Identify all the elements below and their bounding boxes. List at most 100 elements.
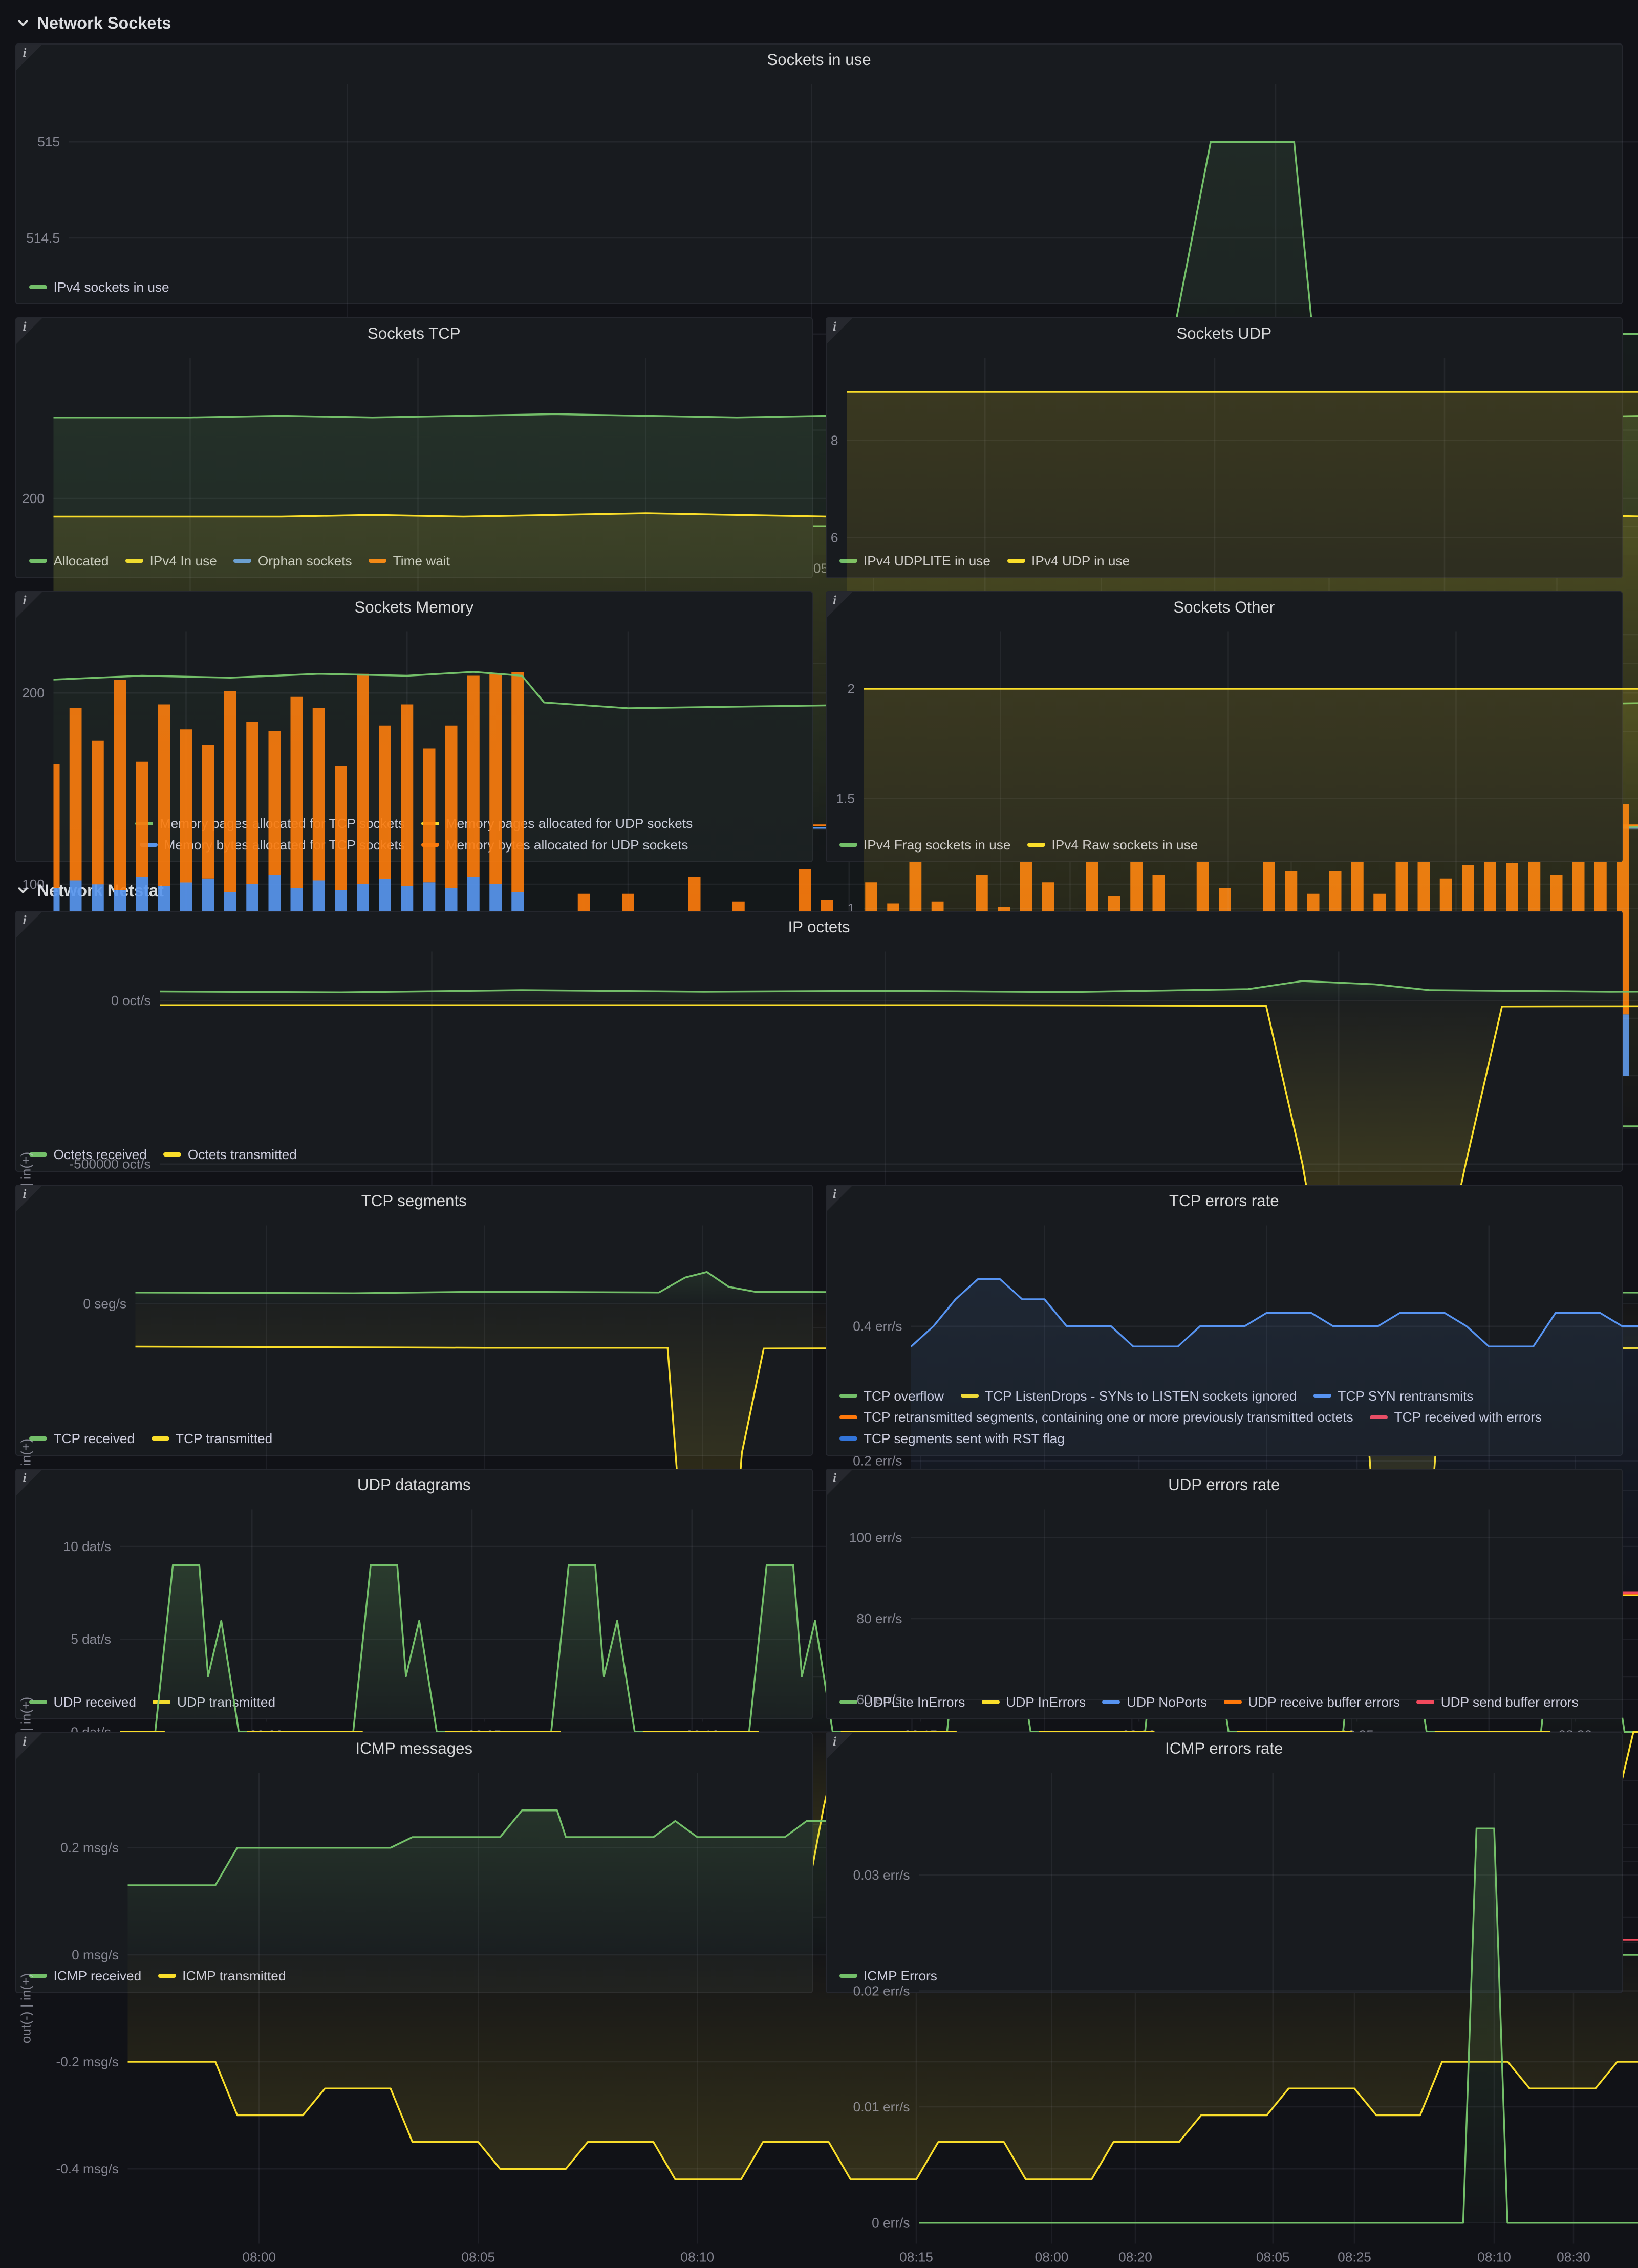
panel-header: TCP segments [16, 1186, 812, 1216]
chart-canvas[interactable]: 0 err/s 0.01 err/s 0.02 err/s 0.03 err/s 08:… [827, 1764, 1638, 2268]
panel-title[interactable]: Sockets in use [767, 51, 871, 69]
chart-area[interactable]: 0 oct/s-500000 oct/s-1000000 oct/s08:000… [16, 943, 1622, 1144]
svg-text:0.03 err/s: 0.03 err/s [853, 1867, 910, 1883]
panel-info-icon[interactable] [827, 1470, 852, 1495]
panel-title[interactable]: Sockets TCP [368, 324, 461, 343]
svg-text:-500000 oct/s: -500000 oct/s [69, 1157, 150, 1172]
svg-text:100 err/s: 100 err/s [849, 1530, 902, 1545]
panel-header: UDP datagrams [16, 1470, 812, 1500]
svg-text:2: 2 [847, 681, 855, 696]
svg-text:-0.4 msg/s: -0.4 msg/s [56, 2161, 119, 2176]
series-layer [919, 1805, 1638, 2223]
panel-title[interactable]: ICMP errors rate [1165, 1739, 1283, 1758]
panel-info-icon[interactable] [827, 1186, 852, 1211]
chart-area[interactable]: 0 err/s20 err/s40 err/s60 err/s80 err/s1… [827, 1500, 1622, 1692]
panel-header: Sockets TCP [16, 318, 812, 349]
svg-text:08:00: 08:00 [1034, 2250, 1068, 2265]
panel-header: Sockets in use [16, 45, 1622, 75]
panel-info-icon[interactable] [16, 1733, 42, 1759]
panel-info-icon[interactable] [16, 1186, 42, 1211]
svg-text:0.2 err/s: 0.2 err/s [853, 1453, 902, 1469]
chart-area[interactable]: 010020008:0008:0508:1008:1508:2008:2508:… [16, 349, 812, 551]
svg-text:6: 6 [830, 530, 838, 545]
panel-header: TCP errors rate [827, 1186, 1622, 1216]
svg-text:0.01 err/s: 0.01 err/s [853, 2099, 910, 2114]
panel-info-icon[interactable] [16, 912, 42, 937]
chart-area[interactable]: 00.511.5208:0008:0508:1008:1508:2008:250… [827, 623, 1622, 835]
panel-header: Sockets UDP [827, 318, 1622, 349]
panel-header: IP octets [16, 912, 1622, 943]
grid-lines [919, 1773, 1638, 2244]
panel-title[interactable]: IP octets [788, 918, 850, 936]
svg-text:10 dat/s: 10 dat/s [63, 1539, 111, 1554]
svg-text:80 err/s: 80 err/s [856, 1611, 902, 1626]
panel-info-icon[interactable] [16, 318, 42, 344]
chart-area[interactable]: 513513.5514514.551508:0008:0508:1008:150… [16, 75, 1622, 277]
panel-info-icon[interactable] [827, 592, 852, 618]
panel-info-icon[interactable] [16, 1470, 42, 1495]
panel-info-icon[interactable] [827, 1733, 852, 1759]
svg-text:0.02 err/s: 0.02 err/s [853, 1983, 910, 1998]
panel-title[interactable]: ICMP messages [355, 1739, 472, 1758]
svg-text:0 seg/s: 0 seg/s [83, 1296, 126, 1312]
chevron-down-icon [15, 15, 31, 31]
panel-title[interactable]: Sockets UDP [1176, 324, 1271, 343]
svg-text:out(-) | in(+): out(-) | in(+) [18, 1973, 34, 2043]
svg-text:0 msg/s: 0 msg/s [72, 1947, 119, 1962]
chart-area[interactable]: 0 err/s0.2 err/s0.4 err/s08:0008:0508:10… [827, 1216, 1622, 1386]
svg-text:5 dat/s: 5 dat/s [71, 1631, 111, 1647]
axis-labels: 0 err/s 0.01 err/s 0.02 err/s 0.03 err/s 08:… [853, 1867, 1638, 2265]
svg-text:0.4 err/s: 0.4 err/s [853, 1319, 902, 1334]
panel-title[interactable]: Sockets Memory [354, 598, 473, 617]
section-header-network-sockets[interactable]: Network Sockets [15, 8, 1623, 38]
chart-area[interactable]: 0 seg/s-500 seg/s-1000 seg/s08:0008:0508… [16, 1216, 812, 1428]
panel-header: UDP errors rate [827, 1470, 1622, 1500]
chart-area[interactable]: 0246808:0008:0508:1008:1508:2008:2508:30… [827, 349, 1622, 551]
svg-text:100: 100 [22, 877, 45, 892]
svg-text:-0.2 msg/s: -0.2 msg/s [56, 2054, 119, 2069]
panel-info-icon[interactable] [827, 318, 852, 344]
panel-info-icon[interactable] [16, 592, 42, 618]
svg-text:0 oct/s: 0 oct/s [111, 993, 150, 1008]
panel-header: ICMP errors rate [827, 1733, 1622, 1764]
panel-title[interactable]: UDP datagrams [357, 1476, 471, 1494]
svg-text:08:00: 08:00 [242, 2250, 276, 2265]
chart-area[interactable]: 10 dat/s5 dat/s0 dat/s-5 dat/s-10 dat/s0… [16, 1500, 812, 1692]
svg-text:515: 515 [37, 134, 60, 149]
chart-area[interactable]: 0100200896 KiB832 KiB768 KiB08:0008:0508… [16, 623, 812, 814]
svg-text:514.5: 514.5 [26, 230, 60, 246]
svg-text:0 err/s: 0 err/s [872, 2215, 910, 2231]
panel-info-icon[interactable] [16, 45, 42, 70]
panel-header: Sockets Memory [16, 592, 812, 623]
svg-text:8: 8 [830, 433, 838, 448]
panel-title[interactable]: TCP errors rate [1169, 1192, 1279, 1210]
svg-text:60 err/s: 60 err/s [856, 1692, 902, 1707]
section-title: Network Sockets [37, 14, 171, 33]
svg-text:0.2 msg/s: 0.2 msg/s [60, 1840, 119, 1856]
panel-title[interactable]: Sockets Other [1173, 598, 1275, 617]
svg-text:08:10: 08:10 [1477, 2250, 1511, 2265]
panel-title[interactable]: UDP errors rate [1168, 1476, 1280, 1494]
svg-text:08:05: 08:05 [1256, 2250, 1289, 2265]
panel-title[interactable]: TCP segments [361, 1192, 467, 1210]
svg-text:200: 200 [22, 491, 45, 506]
